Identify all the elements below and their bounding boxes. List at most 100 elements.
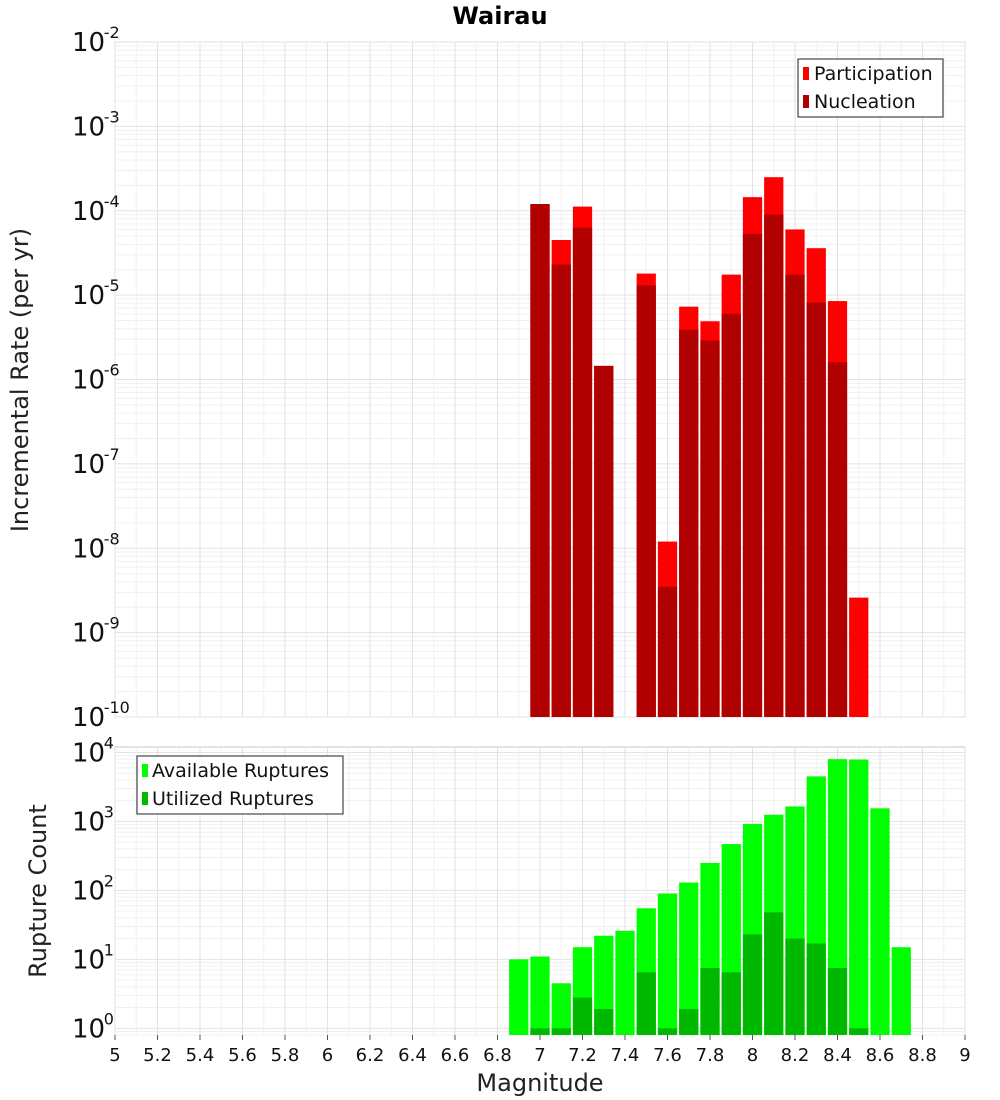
y-tick-label: 10	[72, 619, 105, 649]
bottom-bar-utilized-ruptures	[679, 1009, 699, 1035]
x-tick-label: 8.4	[823, 1045, 852, 1066]
bottom-bar-available-ruptures	[870, 808, 890, 1035]
x-tick-label: 5.2	[143, 1045, 172, 1066]
x-tick-label: 5.6	[228, 1045, 257, 1066]
bottom-bar-available-ruptures	[849, 759, 869, 1035]
y-tick-exponent: -7	[104, 445, 120, 464]
bottom-bar-available-ruptures	[530, 956, 550, 1035]
top-bar-nucleation	[806, 302, 826, 717]
top-bar-nucleation	[785, 274, 805, 717]
bottom-bar-available-ruptures	[509, 959, 529, 1035]
bottom-bar-utilized-ruptures	[657, 1028, 678, 1035]
top-legend: Participation Nucleation	[797, 58, 944, 118]
top-bar-participation	[849, 597, 869, 717]
x-tick-label: 6	[322, 1045, 333, 1066]
legend-label-participation: Participation	[814, 63, 933, 85]
x-tick-label: 7.8	[696, 1045, 725, 1066]
top-bar-nucleation	[700, 340, 720, 717]
y-tick-exponent: -9	[104, 614, 120, 633]
top-bars	[530, 177, 869, 718]
bottom-bar-utilized-ruptures	[551, 1028, 571, 1035]
y-tick-label: 10	[72, 197, 105, 227]
y-tick-label: 10	[72, 28, 105, 58]
y-tick-label: 10	[72, 534, 105, 564]
bottom-y-axis-label: Rupture Count	[24, 804, 52, 978]
x-tick-label: 5.4	[186, 1045, 215, 1066]
top-bar-nucleation	[657, 586, 678, 717]
bottom-gridlines	[114, 747, 966, 1036]
y-tick-exponent: 2	[104, 871, 114, 890]
y-tick-exponent: 0	[104, 1009, 114, 1028]
y-tick-label: 10	[72, 281, 105, 311]
bottom-bar-utilized-ruptures	[530, 1028, 550, 1035]
top-legend-box	[797, 58, 944, 118]
top-bar-nucleation	[742, 234, 763, 717]
top-bar-nucleation	[551, 264, 571, 717]
legend-swatch-available	[142, 764, 148, 777]
bottom-bar-utilized-ruptures	[742, 934, 763, 1035]
top-bar-nucleation	[530, 204, 550, 717]
x-tick-label: 6.8	[483, 1045, 512, 1066]
y-tick-label: 10	[72, 112, 105, 142]
y-tick-label: 10	[72, 1014, 105, 1044]
bottom-bar-available-ruptures	[679, 882, 699, 1035]
top-bar-nucleation	[572, 227, 593, 717]
x-axis-label: Magnitude	[476, 1069, 603, 1097]
bottom-bar-available-ruptures	[615, 930, 635, 1035]
y-tick-exponent: 4	[104, 733, 114, 752]
legend-swatch-nucleation	[803, 95, 809, 108]
bottom-bar-utilized-ruptures	[827, 967, 848, 1035]
x-tick-label: 6.2	[356, 1045, 385, 1066]
x-tick-label: 8.8	[908, 1045, 937, 1066]
x-tick-label: 7.4	[611, 1045, 640, 1066]
bottom-bar-available-ruptures	[827, 759, 848, 1035]
x-tick-label: 8	[747, 1045, 758, 1066]
bottom-legend-box	[136, 755, 344, 815]
legend-label-nucleation: Nucleation	[814, 91, 916, 113]
x-tick-label: 7.2	[568, 1045, 597, 1066]
legend-label-available: Available Ruptures	[152, 760, 329, 782]
x-tick-label: 6.4	[398, 1045, 427, 1066]
x-tick-label: 7	[534, 1045, 545, 1066]
y-tick-exponent: -2	[104, 23, 120, 42]
y-tick-label: 10	[72, 945, 105, 975]
y-tick-label: 10	[72, 876, 105, 906]
x-tick-label: 9	[959, 1045, 970, 1066]
top-bar-nucleation	[827, 362, 848, 717]
top-bar-nucleation	[636, 285, 656, 717]
bottom-bar-utilized-ruptures	[764, 912, 784, 1035]
chart-title: Wairau	[452, 2, 547, 30]
y-tick-label: 10	[72, 807, 105, 837]
top-bar-nucleation	[594, 365, 614, 717]
x-tick-label: 5.8	[271, 1045, 300, 1066]
y-tick-label: 10	[72, 738, 105, 768]
bottom-bar-utilized-ruptures	[594, 1009, 614, 1035]
x-tick-label: 8.6	[866, 1045, 895, 1066]
bottom-bar-utilized-ruptures	[785, 938, 805, 1035]
bottom-bar-utilized-ruptures	[721, 972, 741, 1035]
y-tick-label: 10	[72, 703, 105, 733]
bottom-bar-available-ruptures	[551, 983, 571, 1035]
legend-swatch-participation	[803, 67, 809, 80]
y-tick-exponent: -5	[104, 276, 120, 295]
y-tick-exponent: 3	[104, 802, 114, 821]
bottom-bar-utilized-ruptures	[636, 972, 656, 1035]
x-tick-label: 6.6	[441, 1045, 470, 1066]
bottom-bar-utilized-ruptures	[572, 997, 593, 1035]
top-bar-nucleation	[721, 313, 741, 717]
bottom-bar-utilized-ruptures	[700, 967, 720, 1035]
y-tick-exponent: -3	[104, 107, 120, 126]
top-bar-nucleation	[764, 214, 784, 718]
x-tick-label: 5	[109, 1045, 120, 1066]
bottom-bar-available-ruptures	[657, 893, 678, 1035]
x-tick-label: 7.6	[653, 1045, 682, 1066]
x-tick-label: 8.2	[781, 1045, 810, 1066]
y-tick-exponent: -10	[104, 698, 130, 717]
legend-swatch-utilized	[142, 792, 148, 805]
bottom-legend: Available Ruptures Utilized Ruptures	[136, 755, 344, 815]
